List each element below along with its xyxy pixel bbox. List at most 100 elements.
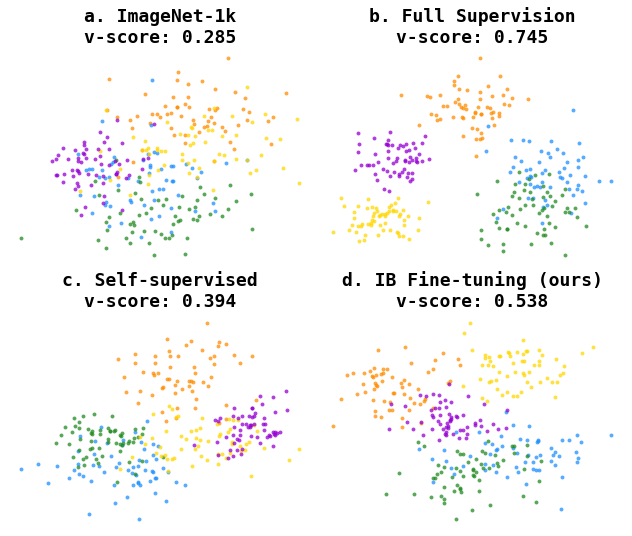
Point xyxy=(419,397,429,405)
Point xyxy=(483,353,494,361)
Point xyxy=(217,449,227,458)
Point xyxy=(209,118,219,127)
Point xyxy=(470,109,480,117)
Point xyxy=(412,158,422,166)
Point xyxy=(247,403,257,412)
Point xyxy=(370,204,380,212)
Point xyxy=(138,155,149,163)
Point xyxy=(194,164,204,173)
Point xyxy=(572,185,582,193)
Point xyxy=(190,445,200,453)
Point xyxy=(81,166,91,174)
Point xyxy=(121,234,131,242)
Point xyxy=(133,479,143,488)
Point xyxy=(203,125,213,134)
Point xyxy=(190,403,200,412)
Point xyxy=(521,165,531,174)
Point xyxy=(263,117,273,125)
Point xyxy=(454,434,465,443)
Point xyxy=(397,422,407,431)
Point xyxy=(169,130,179,139)
Point xyxy=(152,109,162,118)
Point xyxy=(134,211,144,220)
Point xyxy=(524,368,534,376)
Point xyxy=(89,450,99,458)
Point xyxy=(544,219,554,228)
Point xyxy=(512,348,522,356)
Point xyxy=(113,180,123,189)
Point xyxy=(214,419,224,428)
Point xyxy=(144,169,154,177)
Point xyxy=(124,170,134,179)
Point xyxy=(451,98,461,106)
Point xyxy=(492,458,502,467)
Point xyxy=(161,176,171,185)
Point xyxy=(101,106,111,114)
Point xyxy=(180,130,190,139)
Point xyxy=(408,138,418,147)
Point xyxy=(475,110,485,118)
Point xyxy=(525,137,535,145)
Point xyxy=(103,438,113,446)
Point xyxy=(526,383,537,392)
Point xyxy=(371,370,381,379)
Point xyxy=(43,479,53,488)
Point xyxy=(259,413,269,422)
Point xyxy=(117,440,127,449)
Point xyxy=(166,228,176,237)
Point xyxy=(173,68,183,76)
Point xyxy=(502,472,512,481)
Point xyxy=(546,137,556,146)
Point xyxy=(153,442,163,450)
Point xyxy=(441,430,451,438)
Point xyxy=(124,436,134,445)
Point xyxy=(384,425,394,433)
Point xyxy=(148,467,158,476)
Point xyxy=(385,226,395,234)
Point xyxy=(561,250,571,259)
Point xyxy=(573,163,583,172)
Point xyxy=(202,455,212,464)
Point xyxy=(183,80,193,88)
Point xyxy=(171,381,181,389)
Point xyxy=(476,459,486,468)
Point xyxy=(502,203,513,211)
Point xyxy=(133,433,143,441)
Point xyxy=(472,190,482,199)
Point xyxy=(73,459,83,468)
Point xyxy=(270,431,281,440)
Point xyxy=(191,434,201,442)
Point xyxy=(116,432,126,441)
Point xyxy=(478,464,488,472)
Point xyxy=(447,113,458,122)
Point xyxy=(418,431,428,440)
Point xyxy=(468,471,478,480)
Point xyxy=(203,437,213,445)
Point xyxy=(525,180,535,189)
Point xyxy=(403,212,413,220)
Point xyxy=(559,362,569,370)
Point xyxy=(470,107,480,116)
Point xyxy=(384,186,394,195)
Point xyxy=(95,430,105,438)
Point xyxy=(104,161,114,170)
Point xyxy=(439,463,449,472)
Point xyxy=(494,224,504,232)
Point xyxy=(205,112,216,121)
Point xyxy=(570,204,580,212)
Point xyxy=(353,129,363,138)
Point xyxy=(454,85,464,94)
Point xyxy=(509,368,520,376)
Point xyxy=(135,386,145,395)
Point xyxy=(370,411,380,420)
Point xyxy=(535,377,545,386)
Point xyxy=(509,442,520,451)
Point xyxy=(507,421,518,429)
Point xyxy=(409,490,419,498)
Point xyxy=(99,468,109,477)
Point xyxy=(557,190,567,199)
Point xyxy=(514,177,525,186)
Point xyxy=(502,372,513,381)
Point xyxy=(235,426,245,435)
Point xyxy=(94,236,104,244)
